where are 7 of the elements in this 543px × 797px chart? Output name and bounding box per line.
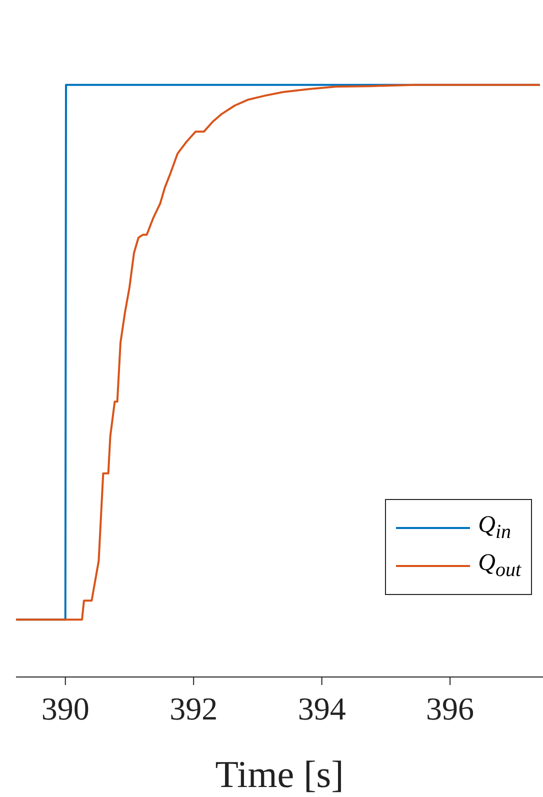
x-tick-label: 392 [170, 690, 218, 727]
x-axis-title: Time [s] [215, 754, 344, 796]
x-tick-label: 394 [298, 690, 346, 727]
x-tick-label: 396 [426, 690, 474, 727]
legend-label: Q$_{out}$ [478, 550, 521, 582]
legend-label: Q$_{in}$ [478, 512, 511, 544]
x-tick-label: 390 [41, 690, 90, 727]
